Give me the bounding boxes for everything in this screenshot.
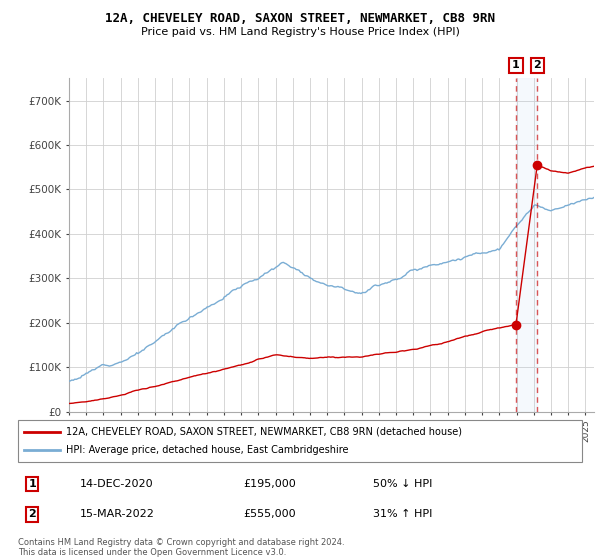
Text: £555,000: £555,000 (244, 510, 296, 520)
Text: 12A, CHEVELEY ROAD, SAXON STREET, NEWMARKET, CB8 9RN (detached house): 12A, CHEVELEY ROAD, SAXON STREET, NEWMAR… (66, 427, 462, 437)
FancyBboxPatch shape (18, 420, 582, 462)
Text: 14-DEC-2020: 14-DEC-2020 (80, 479, 154, 489)
Text: 50% ↓ HPI: 50% ↓ HPI (373, 479, 433, 489)
Text: Price paid vs. HM Land Registry's House Price Index (HPI): Price paid vs. HM Land Registry's House … (140, 27, 460, 37)
Text: £195,000: £195,000 (244, 479, 296, 489)
Text: Contains HM Land Registry data © Crown copyright and database right 2024.
This d: Contains HM Land Registry data © Crown c… (18, 538, 344, 557)
Text: 15-MAR-2022: 15-MAR-2022 (80, 510, 155, 520)
Bar (516, 78, 538, 412)
Text: 2: 2 (28, 510, 36, 520)
Text: HPI: Average price, detached house, East Cambridgeshire: HPI: Average price, detached house, East… (66, 445, 349, 455)
Text: 2: 2 (533, 60, 541, 71)
Text: 1: 1 (512, 60, 520, 71)
Text: 12A, CHEVELEY ROAD, SAXON STREET, NEWMARKET, CB8 9RN: 12A, CHEVELEY ROAD, SAXON STREET, NEWMAR… (105, 12, 495, 25)
Text: 1: 1 (28, 479, 36, 489)
Text: 31% ↑ HPI: 31% ↑ HPI (373, 510, 433, 520)
